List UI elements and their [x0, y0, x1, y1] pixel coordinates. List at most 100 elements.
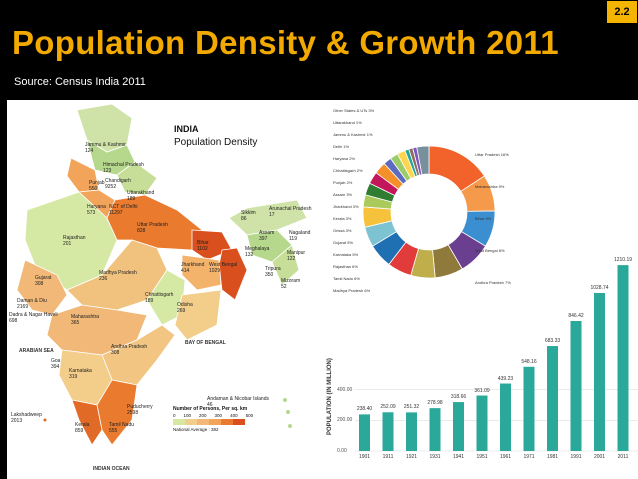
donut-label: Haryana 2%: [333, 156, 356, 161]
state-label: Maharashtra 365: [71, 314, 100, 326]
bar-value-label: 1028.74: [590, 284, 609, 291]
donut-label: Delhi 1%: [333, 144, 350, 149]
state-label: Punjab 550: [89, 180, 105, 192]
y-tick-label: 400.00: [337, 386, 353, 393]
bar-value-label: 318.66: [450, 394, 467, 401]
donut-slice: [416, 145, 430, 176]
legend-tick: 400: [230, 413, 238, 418]
sea-label: INDIAN OCEAN: [93, 466, 130, 472]
legend-tick: 200: [199, 413, 207, 418]
state-label: Jharkhand 414: [181, 262, 205, 274]
bar-value-label: 548.16: [521, 358, 537, 365]
y-tick-label: 200.00: [337, 417, 353, 424]
bar-value-label: 846.42: [568, 312, 584, 319]
sea-label: BAY OF BENGAL: [185, 340, 226, 346]
state-label: Haryana 573: [87, 204, 106, 216]
donut-label: Andhra Pradesh 7%: [475, 280, 511, 285]
x-tick-label: 1951: [476, 454, 488, 460]
state-label: Rajasthan 201: [63, 235, 86, 247]
bar-1901: [359, 414, 370, 451]
bar-1961: [500, 383, 511, 451]
state-label: West Bengal 1029: [209, 262, 238, 274]
state-label: Chhattisgarh 189: [145, 292, 174, 304]
x-tick-label: 1961: [499, 454, 512, 460]
bar-1991: [570, 320, 582, 451]
x-tick-label: 1981: [546, 454, 559, 460]
slide-number-badge: 2.2: [606, 0, 638, 24]
state-label: Goa 394: [51, 358, 61, 370]
state-label: Meghalaya 132: [245, 246, 270, 258]
india-map-panel: INDIA Population Density Jammu & Kashmir…: [7, 100, 322, 479]
india-map: [7, 100, 322, 479]
donut-label: Kerala 3%: [333, 216, 352, 221]
bar-1921: [406, 412, 417, 451]
state-label: Himachal Pradesh 123: [103, 162, 144, 174]
state-label: Daman & Diu 2169: [17, 298, 47, 310]
donut-label: Madhya Pradesh 6%: [333, 288, 371, 293]
bar-2001: [594, 292, 605, 451]
state-label: Manipur 122: [287, 250, 306, 262]
state-label: Dadra & Nagar Haveli 698: [9, 312, 58, 324]
map-subheading: Population Density: [174, 137, 258, 148]
state-label: Uttar Pradesh 828: [137, 222, 168, 234]
state-label: Jammu & Kashmir 124: [85, 142, 126, 154]
bar-1971: [523, 366, 535, 451]
state-label: Assam 397: [259, 230, 275, 242]
legend-tick: 300: [214, 413, 223, 418]
x-tick-label: 1901: [358, 454, 371, 460]
donut-label: Other States & UTs 3%: [333, 108, 375, 113]
donut-label: West Bengal 8%: [475, 248, 505, 253]
state-label: Uttarakhand 189: [127, 190, 155, 202]
bar-value-label: 439.23: [497, 375, 514, 382]
donut-label: Tamil Nadu 6%: [333, 276, 360, 281]
legend-ticks: 0 100 200 300 400 500: [173, 413, 265, 418]
bar-1911: [382, 412, 394, 451]
donut-label: Jharkhand 3%: [333, 204, 359, 209]
donut-label: Assam 3%: [333, 192, 353, 197]
bar-2011: [617, 265, 629, 451]
donut-label: Orissa 3%: [333, 228, 352, 233]
state-label: Andaman & Nicobar Islands 46: [207, 396, 269, 408]
map-legend: Number of Persons, Per sq. km 0 100 200 …: [173, 406, 265, 454]
state-label: Andhra Pradesh 308: [111, 344, 148, 356]
state-label: Tripura 350: [265, 266, 281, 278]
donut-label: Maharashtra 9%: [475, 184, 505, 189]
content-area: INDIA Population Density Jammu & Kashmir…: [7, 100, 638, 479]
state-share-donut-chart: [362, 145, 496, 279]
x-tick-label: 2011: [617, 454, 629, 460]
legend-title: Number of Persons, Per sq. km: [173, 406, 248, 412]
donut-label: Punjab 2%: [333, 180, 353, 185]
legend-tick: 100: [183, 413, 192, 418]
x-tick-label: 1911: [382, 454, 394, 460]
y-tick-label: 0.00: [337, 448, 347, 454]
x-tick-label: 2001: [593, 454, 606, 460]
state-label: Mizoram 52: [281, 278, 301, 290]
x-tick-label: 1941: [452, 454, 465, 460]
state-label: Odisha 269: [177, 302, 193, 314]
legend-color-scale: [173, 419, 265, 425]
donut-label: Rajasthan 6%: [333, 264, 358, 269]
donut-label: Uttar Pradesh 16%: [475, 152, 509, 157]
state-label: Puducherry 2598: [127, 404, 153, 416]
state-label: Chandigarh 9252: [105, 178, 131, 190]
state-label: Gujarat 308: [35, 275, 52, 287]
donut-label: Karnataka 5%: [333, 252, 359, 257]
bar-1931: [429, 408, 441, 451]
bar-value-label: 252.09: [380, 404, 396, 411]
state-label: Nagaland 119: [289, 230, 311, 242]
x-tick-label: 1971: [523, 454, 535, 460]
bar-1951: [476, 395, 488, 451]
map-heading: INDIA: [174, 124, 199, 134]
state-label: Bihar 1102: [197, 240, 209, 252]
donut-label: Gujarat 5%: [333, 240, 354, 245]
bar-1941: [453, 402, 464, 451]
x-tick-label: 1991: [570, 454, 582, 460]
bar-1981: [547, 346, 558, 451]
bar-value-label: 1210.19: [613, 257, 633, 264]
state-label: Tamil Nadu 555: [109, 422, 135, 434]
x-tick-label: 1921: [405, 454, 418, 460]
bar-value-label: 238.40: [356, 406, 373, 413]
donut-label: Chhattisgarh 2%: [333, 168, 363, 173]
population-bar-chart: [355, 265, 638, 452]
bar-value-label: 251.32: [403, 404, 420, 411]
